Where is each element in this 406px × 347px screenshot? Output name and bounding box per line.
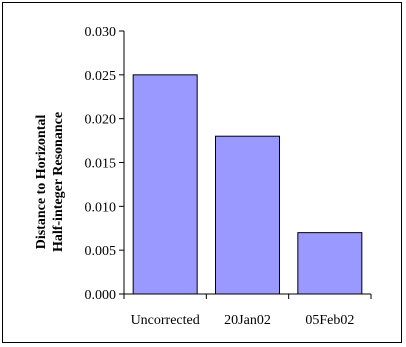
ticks: 0.000 0.005 0.010 0.015 0.020 0.025 0.030 Uncor… [85,25,372,328]
bar-20jan02 [215,135,280,295]
bars [132,74,363,295]
y-tick-label: 0.030 [85,25,117,40]
y-axis-title-line-2: Half-integer Resonance [51,112,66,252]
bar-05feb02 [297,232,363,295]
bar-uncorrected [132,74,198,295]
x-tick-label: Uncorrected [131,313,200,328]
x-tick-label: 20Jan02 [224,313,271,328]
y-axis-title-line-1: Distance to Horizontal [34,115,49,250]
y-axis-title: Distance to Horizontal Half-integer Reso… [34,112,66,252]
y-tick-label: 0.020 [85,113,117,128]
y-tick-label: 0.015 [85,157,117,172]
y-tick-label: 0.010 [85,200,117,215]
y-tick-label: 0.000 [85,288,117,303]
y-tick-label: 0.025 [85,69,117,84]
x-tick-label: 05Feb02 [305,313,354,328]
y-tick-label: 0.005 [85,244,117,259]
